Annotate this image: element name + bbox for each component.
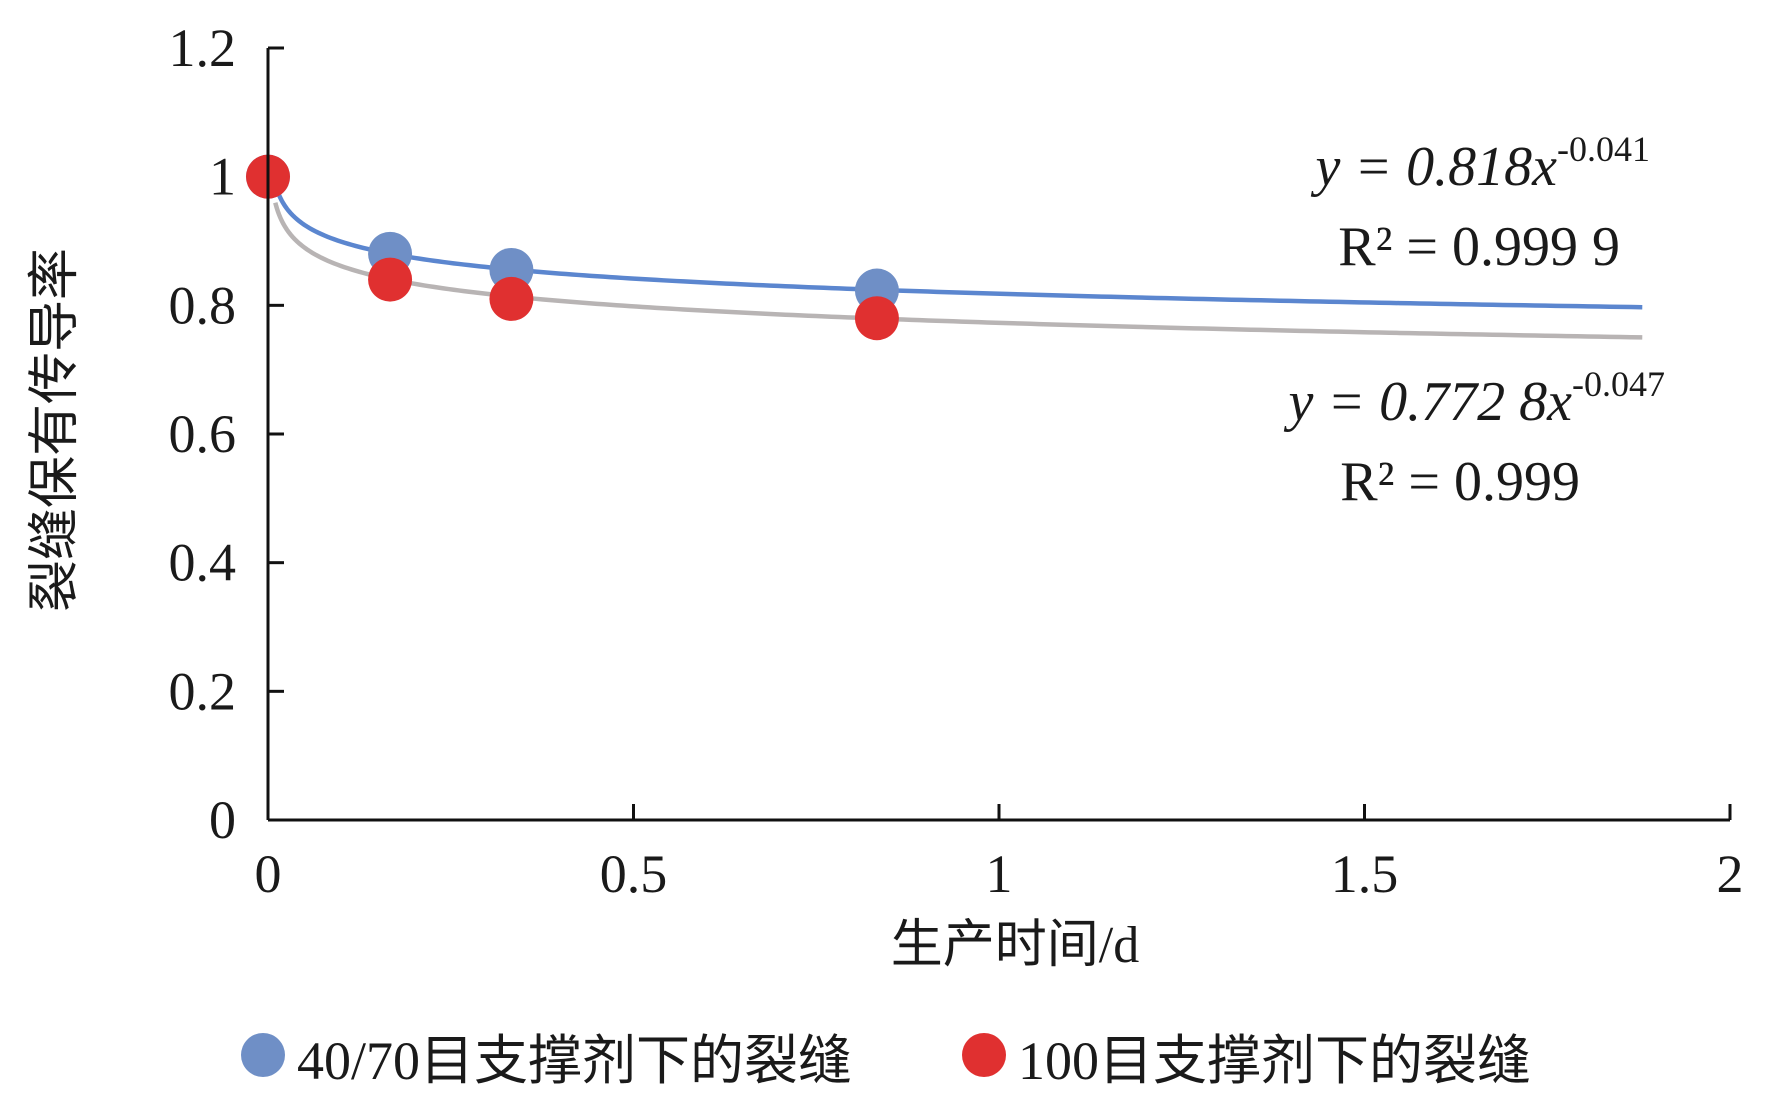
axis-ticks: 0 0.2 0.4 0.6 0.8 1 1.2 0 0.5 1 1.5 2 [169, 18, 1744, 904]
equation-series-1: y = 0.818x-0.041 R² = 0.999 9 [1311, 129, 1651, 278]
x-tick-label: 0.5 [600, 844, 668, 904]
x-tick-label: 0 [255, 844, 282, 904]
axes [266, 48, 1730, 822]
equation-1-exponent: -0.041 [1557, 129, 1650, 169]
y-tick-label: 0.2 [169, 661, 237, 721]
legend: 40/70目支撑剂下的裂缝 100目支撑剂下的裂缝 [0, 1000, 1772, 1110]
y-tick-label: 1 [209, 147, 236, 207]
r2-series-1: R² = 0.999 9 [1338, 216, 1620, 278]
y-axis-title: 裂缝保有传导率 [27, 248, 84, 612]
x-axis-title: 生产时间/d [891, 917, 1139, 974]
svg-text:y = 0.772 8x-0.047: y = 0.772 8x-0.047 [1284, 364, 1666, 433]
equation-series-2: y = 0.772 8x-0.047 R² = 0.999 [1284, 364, 1666, 513]
trend-lines [273, 183, 1643, 340]
legend-label-series-2: 100目支撑剂下的裂缝 [1018, 1030, 1531, 1091]
point-series-2 [368, 257, 413, 302]
x-tick-label: 1.5 [1331, 844, 1399, 904]
trend-line-series-2 [273, 202, 1643, 340]
chart: 0 0.2 0.4 0.6 0.8 1 1.2 0 0.5 1 1.5 2 生产时间/d 裂缝保有传导… [27, 18, 1744, 974]
equation-2-exponent: -0.047 [1572, 364, 1665, 404]
equation-2-base: y = 0.772 8x [1284, 371, 1573, 433]
equation-1-base: y = 0.818x [1311, 136, 1558, 198]
legend-marker-series-1 [240, 1033, 285, 1077]
svg-text:y = 0.818x-0.041: y = 0.818x-0.041 [1311, 129, 1651, 198]
r2-series-2: R² = 0.999 [1340, 451, 1580, 513]
x-tick-label: 1 [986, 844, 1013, 904]
y-tick-label: 0.8 [169, 275, 237, 335]
point-series-2 [489, 276, 534, 321]
legend-marker-series-2 [962, 1033, 1006, 1077]
legend-item-series-2[interactable]: 100目支撑剂下的裂缝 [962, 1016, 1531, 1095]
y-tick-label: 1.2 [169, 18, 237, 78]
point-series-2 [854, 296, 899, 341]
legend-item-series-1[interactable]: 40/70目支撑剂下的裂缝 [240, 1016, 852, 1095]
trend-line-series-1 [273, 183, 1643, 310]
y-tick-label: 0.4 [169, 533, 237, 593]
y-tick-label: 0 [209, 790, 236, 850]
x-tick-label: 2 [1717, 844, 1744, 904]
legend-label-series-1: 40/70目支撑剂下的裂缝 [296, 1030, 852, 1091]
y-tick-label: 0.6 [169, 404, 237, 464]
data-points [246, 154, 899, 341]
